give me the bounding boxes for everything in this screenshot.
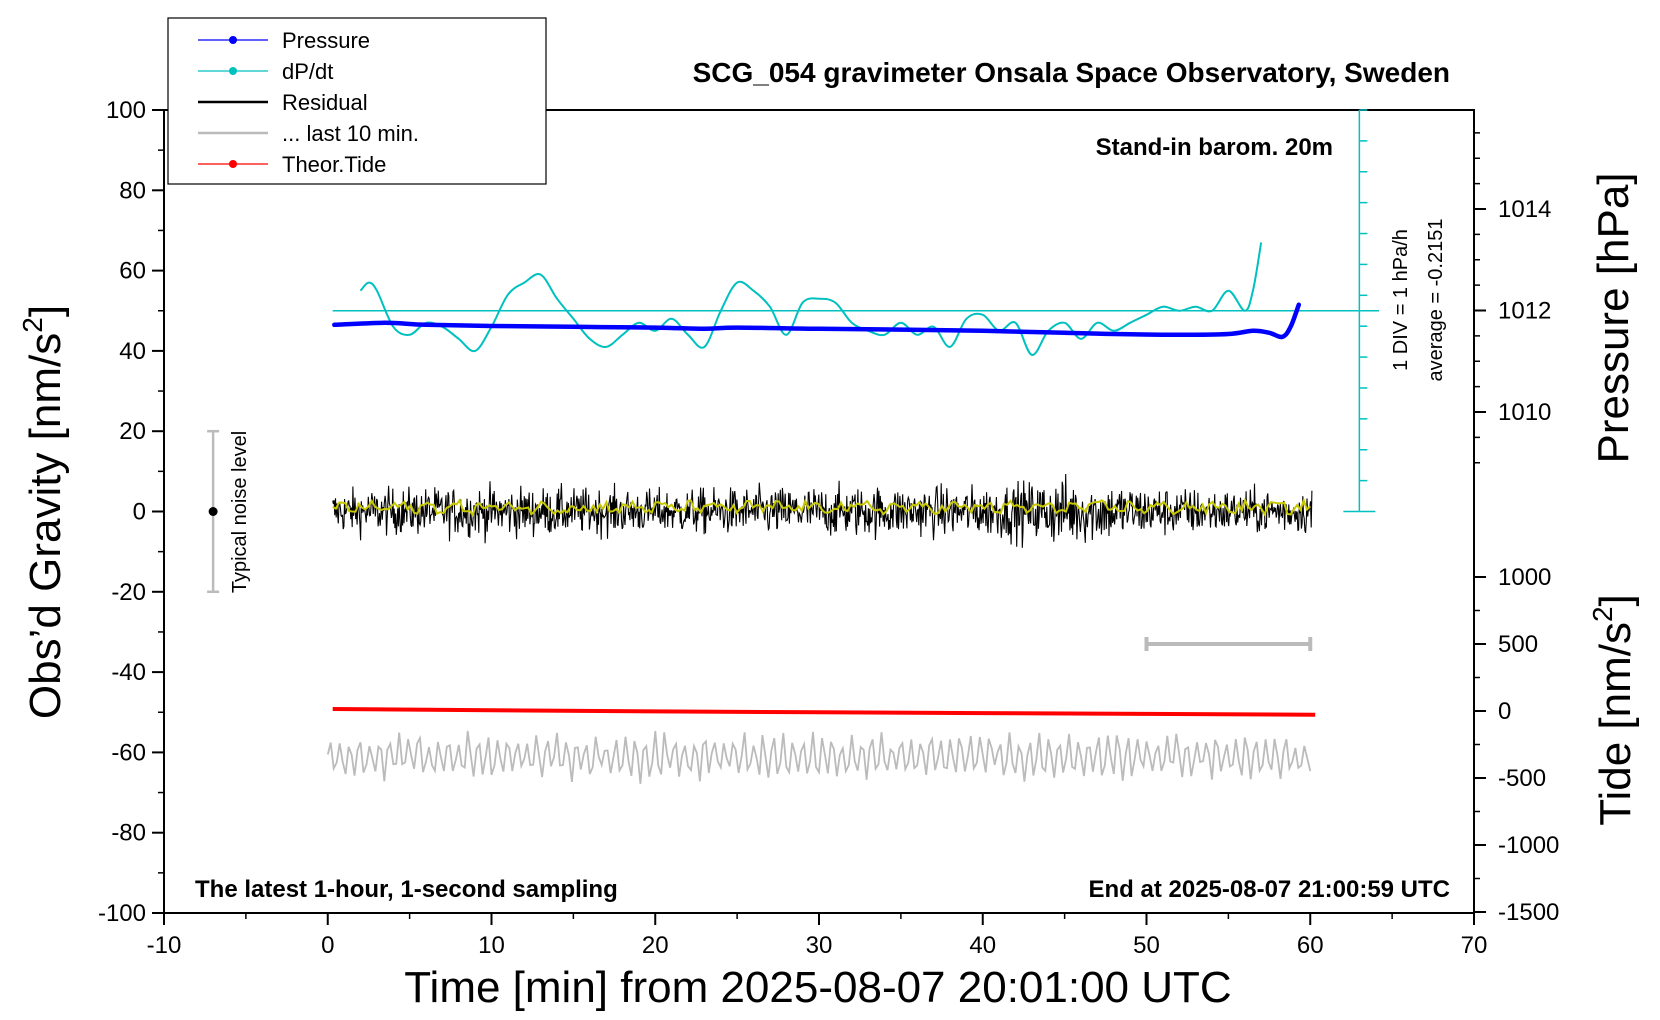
y-axis-tide-title: Tide [nm/s2] (1587, 594, 1640, 826)
y-tick-label: 40 (119, 338, 146, 365)
y-tick-label: 80 (119, 177, 146, 204)
y-tick-label: -20 (111, 579, 146, 606)
y-axis-tide-ticks: -1500 -1000 -500 0 500 1000 (1474, 564, 1559, 926)
x-axis-title: Time [min] from 2025-08-07 20:01:00 UTC (404, 963, 1231, 1012)
bottom-left-note: The latest 1-hour, 1-second sampling (195, 876, 618, 903)
y-tick-label: -60 (111, 739, 146, 766)
y-axis-left-title-close: ] (21, 305, 70, 317)
y-tick-label: -40 (111, 659, 146, 686)
x-tick-label: 50 (1133, 932, 1160, 959)
tide-tick-label: -1000 (1498, 832, 1559, 859)
tide-tick-label: -1500 (1498, 899, 1559, 926)
tide-line (332, 707, 1316, 717)
y-tick-label: 0 (133, 499, 146, 526)
pressure-series (332, 302, 1302, 340)
y-tick-label: 100 (106, 97, 146, 124)
y-axis-left-ticks: -100 -80 -60 -40 -20 0 20 40 60 80 100 (98, 97, 164, 927)
pressure-tick-label: 1010 (1498, 399, 1551, 426)
x-tick-label: 70 (1461, 932, 1488, 959)
stand-in-barometer-note: Stand-in barom. 20m (1096, 134, 1333, 161)
residual-smoothed-line (332, 497, 1311, 517)
noise-bar-dot (208, 507, 218, 516)
residual-line (332, 473, 1313, 548)
y-axis-tide-title-main: Tide [nm/s (1591, 622, 1640, 826)
noise-level-bar (207, 429, 220, 594)
legend-label: dP/dt (282, 59, 333, 84)
legend-marker (229, 67, 237, 75)
residual-smoothed-series (332, 497, 1311, 517)
tide-tick-label: -500 (1498, 765, 1546, 792)
noise-note: Typical noise level (229, 431, 251, 593)
x-tick-label: 20 (642, 932, 669, 959)
x-tick-label: 60 (1297, 932, 1324, 959)
legend-marker (229, 36, 237, 44)
y-axis-left-title: Obs’d Gravity [nm/s2] (17, 305, 70, 719)
legend-label: Residual (282, 90, 368, 115)
x-tick-label: 10 (478, 932, 505, 959)
legend-label: Pressure (282, 28, 370, 53)
pressure-line (332, 302, 1302, 340)
bottom-right-note: End at 2025-08-07 21:00:59 UTC (1089, 876, 1451, 903)
dpdt-scale-axis (1343, 109, 1376, 513)
y-tick-label: -100 (98, 900, 146, 927)
y-axis-left-title-sup: 2 (17, 317, 48, 333)
residual-series (332, 473, 1313, 548)
dpdt-series (359, 242, 1263, 356)
legend-marker (229, 160, 237, 168)
y-tick-label: 20 (119, 418, 146, 445)
pressure-tick-label: 1012 (1498, 298, 1551, 325)
legend-label: ... last 10 min. (282, 121, 419, 146)
x-tick-label: -10 (147, 932, 182, 959)
y-axis-pressure-ticks: 1010 1012 1014 (1474, 132, 1551, 464)
average-note: average = -0.2151 (1425, 219, 1447, 382)
theoretical-tide-series (332, 707, 1316, 717)
legend-label: Theor.Tide (282, 152, 386, 177)
x-tick-label: 30 (806, 932, 833, 959)
dpdt-line (359, 242, 1263, 356)
legend: Pressure dP/dt Residual ... last 10 min. The… (167, 17, 547, 185)
tide-tick-label: 0 (1498, 698, 1511, 725)
y-axis-tide-title-close: ] (1591, 594, 1640, 606)
y-tick-label: 60 (119, 258, 146, 285)
pressure-tick-label: 1014 (1498, 196, 1551, 223)
div-note: 1 DIV = 1 hPa/h (1390, 229, 1412, 371)
tide-tick-label: 1000 (1498, 564, 1551, 591)
last-10-min-line (326, 730, 1312, 784)
x-axis-ticks: -10 0 10 20 30 40 50 60 70 (147, 913, 1488, 959)
x-tick-label: 0 (321, 932, 334, 959)
y-axis-left-title-main: Obs’d Gravity [nm/s (21, 333, 70, 719)
y-axis-tide-title-sup: 2 (1587, 606, 1618, 622)
tide-tick-label: 500 (1498, 631, 1538, 658)
chart-title: SCG_054 gravimeter Onsala Space Observat… (693, 57, 1450, 88)
x-tick-label: 40 (969, 932, 996, 959)
y-axis-pressure-title: Pressure [hPa] (1589, 172, 1638, 463)
ten-minute-scale-bar (1144, 636, 1313, 651)
y-tick-label: -80 (111, 820, 146, 847)
last-10-min-series (326, 730, 1312, 784)
